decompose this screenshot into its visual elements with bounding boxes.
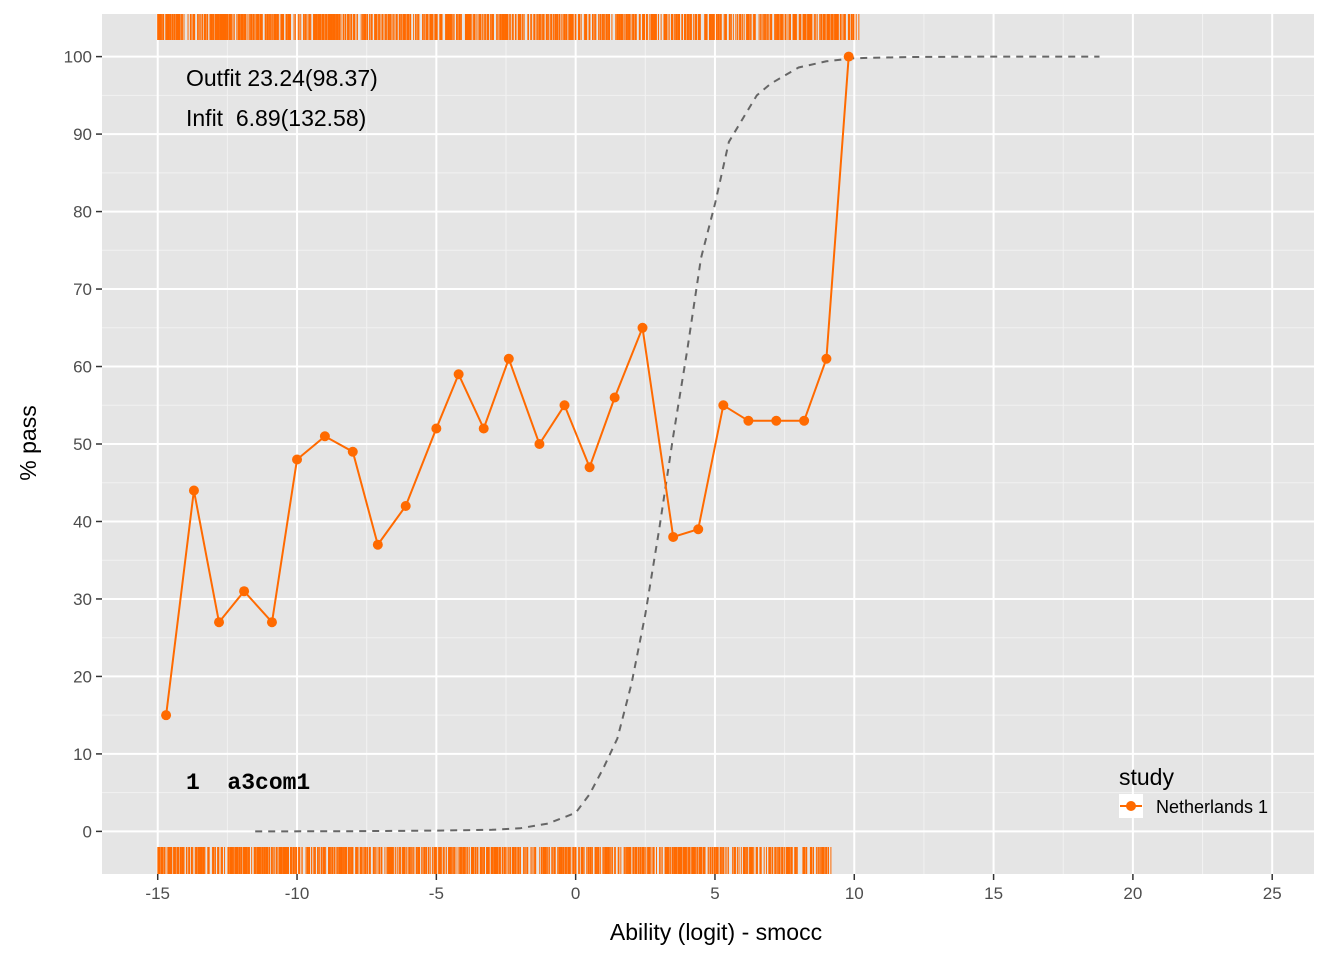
y-tick-label: 80 <box>73 203 92 222</box>
x-tick-label: -10 <box>285 884 310 903</box>
data-point <box>584 462 595 473</box>
legend-label-netherlands-1: Netherlands 1 <box>1156 797 1268 817</box>
y-tick-label: 10 <box>73 745 92 764</box>
x-tick-label: 20 <box>1123 884 1142 903</box>
x-axis-title: Ability (logit) - smocc <box>610 919 822 945</box>
data-point <box>453 369 464 380</box>
data-point <box>668 531 679 542</box>
data-point <box>319 431 330 442</box>
data-point <box>771 415 782 426</box>
x-tick-label: -5 <box>429 884 444 903</box>
data-point <box>743 415 754 426</box>
data-point <box>239 586 250 597</box>
x-tick-label: 15 <box>984 884 1003 903</box>
y-tick-label: 60 <box>73 358 92 377</box>
y-tick-label: 100 <box>64 48 92 67</box>
x-tick-label: -15 <box>145 884 170 903</box>
data-point <box>821 353 832 364</box>
x-tick-label: 5 <box>710 884 719 903</box>
data-point <box>400 500 411 511</box>
outfit-annotation: Outfit 23.24(98.37) <box>186 65 378 91</box>
y-tick-label: 20 <box>73 667 92 686</box>
rug-marks <box>157 14 860 874</box>
data-point <box>609 392 620 403</box>
y-tick-label: 40 <box>73 512 92 531</box>
axes: -15 -10 -5 0 5 10 15 20 25 0 10 20 30 40 50 60 70 80 90 100 <box>64 48 1282 903</box>
data-point <box>188 485 199 496</box>
data-point <box>292 454 303 465</box>
data-point <box>559 400 570 411</box>
model-curve-layer <box>255 55 1100 833</box>
data-point <box>503 353 514 364</box>
data-point <box>372 539 383 550</box>
y-tick-label: 90 <box>73 125 92 144</box>
data-point <box>534 439 545 449</box>
data-point <box>799 415 810 426</box>
data-point <box>266 617 277 628</box>
series-layer <box>161 51 854 721</box>
legend-key-point <box>1126 801 1136 811</box>
legend: study Netherlands 1 <box>1119 764 1268 818</box>
legend-title: study <box>1119 764 1174 790</box>
y-tick-label: 70 <box>73 280 92 299</box>
grid-lines <box>102 14 1314 874</box>
data-point <box>347 446 358 457</box>
infit-annotation: Infit 6.89(132.58) <box>186 105 366 131</box>
data-point <box>161 710 172 721</box>
data-point <box>214 617 225 628</box>
x-tick-label: 25 <box>1263 884 1282 903</box>
model-curve <box>255 55 1100 833</box>
x-tick-label: 0 <box>571 884 580 903</box>
y-tick-label: 0 <box>83 822 92 841</box>
x-tick-label: 10 <box>845 884 864 903</box>
data-point <box>718 400 729 411</box>
data-point <box>431 423 442 434</box>
data-point <box>693 524 704 535</box>
data-point <box>843 51 854 62</box>
data-point <box>637 322 648 333</box>
y-axis-title: % pass <box>15 405 41 480</box>
data-point <box>478 423 489 434</box>
item-label: 1 a3com1 <box>186 770 310 796</box>
y-tick-label: 50 <box>73 435 92 454</box>
y-tick-label: 30 <box>73 590 92 609</box>
